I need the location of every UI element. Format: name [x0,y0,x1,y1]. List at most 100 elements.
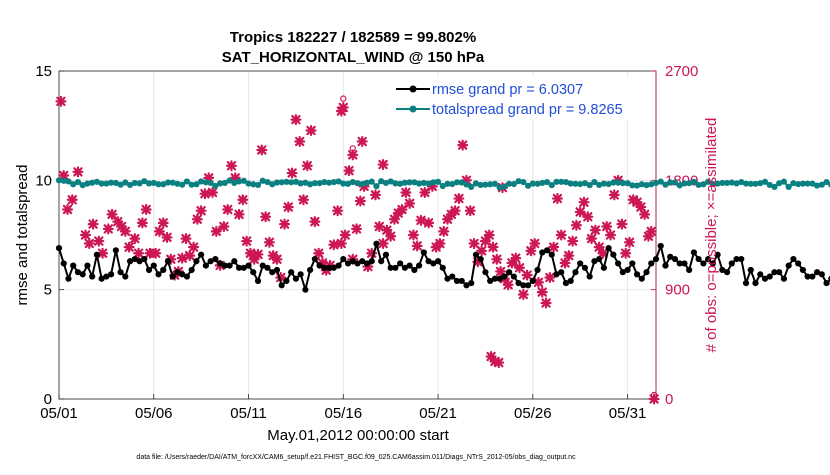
totalspread-point [74,178,82,186]
rmse-point [387,264,394,271]
obs-assimilated-marker [616,218,628,230]
totalspread-point [742,180,750,187]
rmse-point [785,262,792,269]
obs-assimilated-marker [605,229,617,241]
rmse-point [700,260,707,267]
obs-assimilated-marker [195,205,207,217]
totalspread-point [226,177,233,184]
obs-assimilated-marker [199,188,211,200]
obs-assimilated-marker [129,233,141,245]
totalspread-point [795,180,802,188]
rmse-point [269,269,276,276]
rmse-point [600,264,607,271]
totalspread-point [354,180,361,187]
obs-assimilated-marker [58,169,70,181]
totalspread-point [425,180,432,187]
chart-title-line1: Tropics 182227 / 182589 = 99.802% [230,29,476,46]
obs-assimilated-marker [582,211,594,223]
rmse-point [444,275,451,282]
rmse-point [363,260,371,267]
obs-assimilated-marker [290,114,302,126]
rmse-point [425,258,432,265]
rmse-point [344,260,352,267]
obs-assimilated-marker [506,257,518,269]
rmse-point [245,262,252,269]
totalspread-point [164,179,172,186]
obs-assimilated-marker [241,235,253,247]
obs-assimilated-marker [176,252,188,264]
totalspread-point [690,178,698,185]
rmse-point [420,249,427,256]
rmse-point [501,273,508,280]
obs-assimilated-marker [72,166,84,178]
totalspread-point [316,180,323,187]
obs-assimilated-marker [493,357,505,369]
obs-assimilated-marker [279,218,291,230]
rmse-point [671,255,679,263]
totalspread-point [600,180,607,187]
totalspread-point [738,178,745,186]
obs-assimilated-marker [161,231,173,243]
obs-assimilated-marker [620,247,632,259]
totalspread-point [411,179,418,186]
rmse-point [686,266,693,274]
totalspread-point [818,181,825,188]
y-left-tick-label: 0 [44,391,52,408]
obs-assimilated-marker [521,269,533,281]
obs-assimilated-marker [502,279,514,291]
totalspread-point [363,179,371,186]
totalspread-point [98,180,105,187]
obs-assimilated-marker [275,272,287,284]
x-tick-label: 05/26 [514,405,552,422]
obs-assimilated-marker [116,220,128,232]
obs-assimilated-marker [165,253,177,265]
totalspread-point [686,180,693,187]
rmse-point [183,273,191,280]
totalspread-point [776,180,783,187]
rmse-point [496,275,503,282]
rmse-point [174,269,181,276]
obs-assimilated-marker [207,186,219,198]
totalspread-point [141,178,148,185]
totalspread-point [269,181,276,188]
obs-assimilated-marker [464,205,476,217]
obs-assimilated-marker [536,286,548,298]
rmse-point [515,280,522,287]
x-tick-label: 05/16 [325,405,363,422]
rmse-point [619,269,626,276]
totalspread-point [340,180,347,187]
totalspread-point [297,180,304,187]
totalspread-point [487,181,494,188]
obs-assimilated-marker [356,135,368,147]
obs-assimilated-marker [442,213,454,225]
totalspread-point [382,179,390,187]
rmse-point [188,266,195,274]
rmse-point [629,260,636,267]
rmse-point [577,260,584,267]
totalspread-point [430,179,437,186]
rmse-point [193,258,200,265]
totalspread-point [117,181,124,188]
totalspread-point [813,182,821,189]
obs-assimilated-marker [351,223,363,235]
totalspread-point [667,179,674,186]
rmse-point [690,249,698,256]
rmse-point [179,271,186,278]
obs-assimilated-marker [123,241,135,253]
rmse-point [434,258,442,265]
rmse-point [586,273,593,280]
totalspread-point [278,179,285,186]
rmse-point [126,258,134,265]
obs-assimilated-marker [400,186,412,198]
obs-possible-marker [349,145,356,152]
totalspread-point [648,181,655,188]
totalspread-point [259,177,266,184]
obs-assimilated-marker [133,247,145,259]
totalspread-point [444,180,451,187]
totalspread-point [60,177,67,184]
rmse-point [321,264,328,271]
obs-assimilated-marker [407,229,419,241]
rmse-point [221,262,228,269]
totalspread-point [577,180,584,188]
totalspread-point [567,180,574,187]
